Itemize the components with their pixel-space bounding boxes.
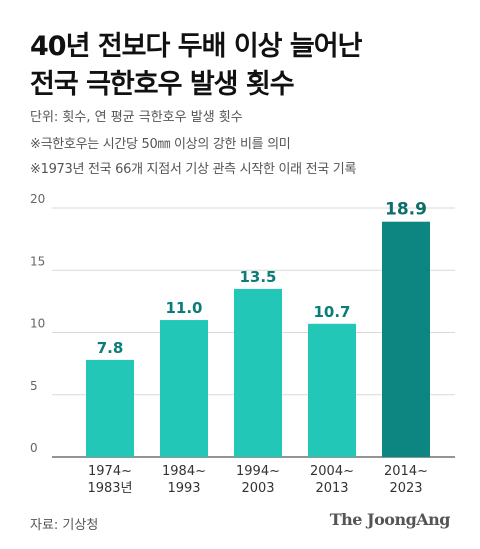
- x-tick-label: 1974~: [88, 464, 132, 479]
- y-axis-ticks: 0 5 10 15 20: [30, 192, 45, 455]
- bar: [86, 359, 134, 457]
- data-label: 11.0: [165, 299, 202, 317]
- data-label: 10.7: [313, 303, 350, 321]
- title-line-2: 전국 극한호우 발생 횟수: [30, 69, 295, 100]
- value-labels: 7.8 11.0 13.5 10.7 18.9: [97, 200, 427, 357]
- data-label: 13.5: [239, 268, 276, 286]
- bar: [234, 288, 282, 457]
- data-label: 7.8: [97, 339, 124, 357]
- x-tick-label: 1993: [167, 481, 200, 496]
- bar: [160, 320, 208, 457]
- x-tick-label: 1983년: [87, 481, 132, 496]
- x-tick-label: 1984~: [162, 464, 206, 479]
- x-tick-label: 2014~: [384, 464, 428, 479]
- x-tick-label: 2003: [241, 481, 274, 496]
- y-tick-label: 5: [30, 379, 38, 393]
- record-note: ※1973년 전국 66개 지점서 기상 관측 시작한 이래 전국 기록: [30, 162, 357, 177]
- x-axis-ticks: 1974~ 1983년 1984~ 1993 1994~ 2003 2004~ 2013 201…: [87, 464, 428, 496]
- y-tick-label: 10: [30, 317, 45, 331]
- title-line-1: 40년 전보다 두배 이상 늘어난: [30, 31, 362, 62]
- source-note: 자료: 기상청: [30, 518, 99, 533]
- x-tick-label: 2013: [315, 481, 348, 496]
- x-tick-label: 2023: [389, 481, 422, 496]
- bars: [86, 221, 430, 457]
- y-tick-label: 15: [30, 254, 45, 268]
- x-tick-label: 1994~: [236, 464, 280, 479]
- bar: [382, 221, 430, 457]
- data-label: 18.9: [385, 200, 427, 220]
- brand-logo: The JoongAng: [329, 510, 451, 529]
- unit-note: 단위: 횟수, 연 평균 극한호우 발생 횟수: [30, 110, 243, 125]
- bar: [308, 323, 356, 457]
- y-tick-label: 20: [30, 192, 45, 206]
- definition-note: ※극한호우는 시간당 50㎜ 이상의 강한 비를 의미: [30, 137, 291, 152]
- x-tick-label: 2004~: [310, 464, 354, 479]
- chart-title: 40년 전보다 두배 이상 늘어난 전국 극한호우 발생 횟수: [30, 28, 460, 104]
- y-tick-label: 0: [30, 441, 38, 455]
